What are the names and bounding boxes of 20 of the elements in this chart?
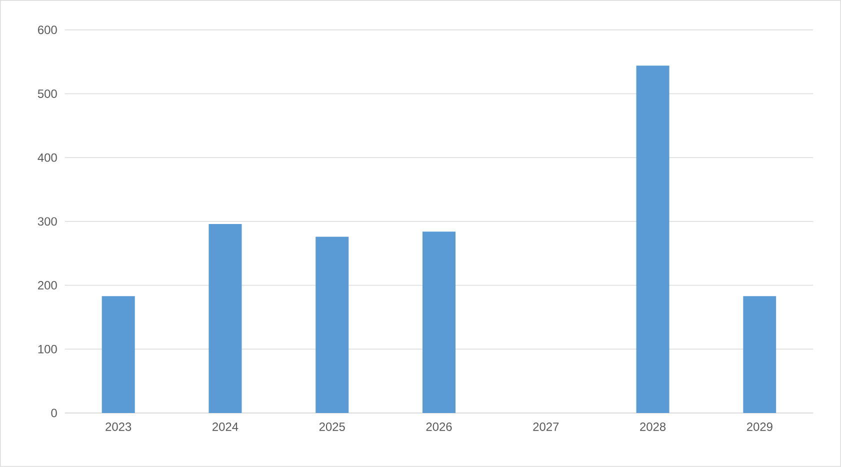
- y-tick-label: 200: [38, 281, 57, 290]
- y-tick-label: 100: [38, 344, 57, 354]
- bar: [636, 66, 670, 414]
- y-tick-label: 300: [38, 217, 57, 226]
- x-tick-label: 2026: [426, 422, 452, 432]
- y-tick-label: 0: [51, 408, 57, 418]
- x-tick-label: 2023: [106, 422, 132, 432]
- bar: [208, 224, 242, 414]
- x-tick-label: 2027: [533, 422, 559, 432]
- y-tick-label: 500: [38, 90, 57, 98]
- x-tick-label: 2028: [640, 422, 666, 432]
- y-tick-label: 400: [38, 153, 57, 162]
- x-tick-label: 2025: [319, 422, 345, 432]
- x-tick-label: 2029: [746, 422, 772, 432]
- bar: [316, 236, 349, 414]
- y-tick-label: 600: [38, 26, 57, 34]
- x-tick-label: 2024: [212, 422, 238, 432]
- bar: [743, 296, 776, 414]
- bar: [102, 296, 135, 414]
- bar: [422, 232, 456, 414]
